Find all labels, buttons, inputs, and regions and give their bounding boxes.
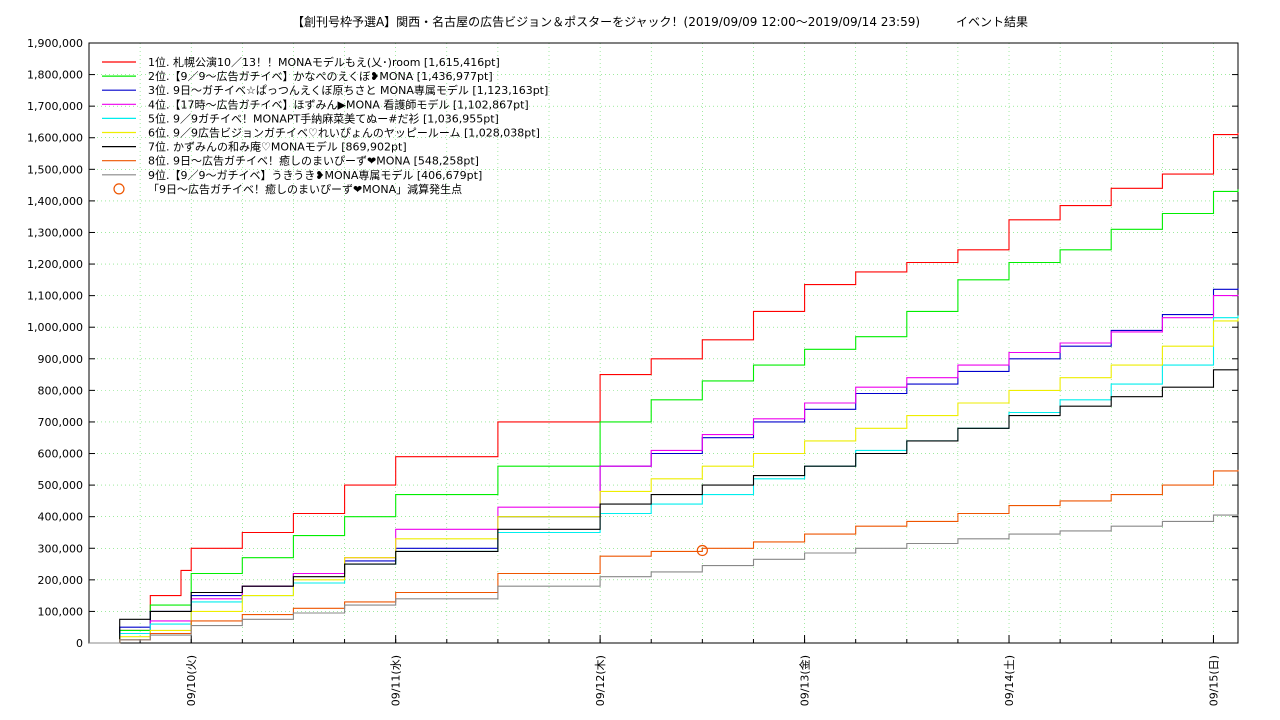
x-tick-label: 09/12(木) xyxy=(594,655,607,706)
y-tick-label: 1,500,000 xyxy=(27,163,83,176)
legend-entry-6: 6位. 9／9広告ビジョンガチイベ♡れいぴょんのヤッピールーム [1,028,0… xyxy=(148,126,540,140)
legend-entry-8: 8位. 9日〜広告ガチイベ！癒しのまいぴーず❤MONA [548,258pt] xyxy=(148,154,479,168)
series-line-1 xyxy=(89,132,1239,644)
y-tick-label: 1,300,000 xyxy=(27,226,83,239)
x-tick-label: 09/14(土) xyxy=(1003,655,1016,706)
series-line-9 xyxy=(89,514,1239,644)
x-tick-label: 09/10(火) xyxy=(185,655,198,706)
series-line-3 xyxy=(89,288,1239,644)
legend-entry-3: 3位. 9日〜ガチイベ☆ぱっつんえくぼ原ちさと MONA専属モデル [1,123… xyxy=(148,83,548,97)
y-tick-label: 0 xyxy=(76,637,83,650)
y-tick-label: 1,100,000 xyxy=(27,290,83,303)
legend-entry-9: 9位.【9／9〜ガチイベ】うきうき❥MONA専属モデル [406,679pt] xyxy=(148,168,482,182)
decrease-point-marker xyxy=(696,544,708,557)
y-tick-label: 1,700,000 xyxy=(27,100,83,113)
x-tick-label: 09/11(水) xyxy=(390,655,403,706)
y-tick-label: 200,000 xyxy=(38,574,84,587)
y-tick-label: 500,000 xyxy=(38,479,84,492)
x-axis: 09/10(火) 09/11(水) 09/12(木) 09/13(金) 09/14(土)… xyxy=(139,635,1220,706)
series-line-6 xyxy=(89,318,1239,644)
legend-entry-4: 4位.【17時〜広告ガチイベ】ほずみん▶MONA 看護師モデル [1,102,8… xyxy=(148,97,529,111)
y-tick-label: 900,000 xyxy=(38,353,84,366)
y-tick-label: 1,800,000 xyxy=(27,69,83,82)
x-tick-label: 09/15(日) xyxy=(1207,655,1220,706)
series-line-4 xyxy=(89,294,1239,644)
legend-entry-1: 1位. 札幌公演10／13！！MONAモデルもえ(乂･)room [1,615,… xyxy=(148,55,500,69)
series-line-2 xyxy=(89,189,1239,644)
x-tick-label: 09/13(金) xyxy=(798,655,812,706)
plot-frame xyxy=(88,42,1239,644)
series-lines xyxy=(89,132,1239,644)
series-line-7 xyxy=(89,368,1239,644)
y-tick-label: 300,000 xyxy=(38,542,84,555)
y-tick-label: 1,200,000 xyxy=(27,258,83,271)
legend: 1位. 札幌公演10／13！！MONAモデルもえ(乂･)room [1,615,… xyxy=(102,55,548,196)
legend-entry-2: 2位.【9／9〜広告ガチイベ】かなぺのえくぼ❥MONA [1,436,977pt… xyxy=(148,69,493,83)
annotation xyxy=(696,544,708,557)
y-axis: 0 100,000 200,000 300,000 400,000 500,000 600,… xyxy=(27,37,1238,650)
legend-marker-decrease xyxy=(113,183,125,195)
y-tick-label: 600,000 xyxy=(38,448,84,461)
y-tick-label: 1,400,000 xyxy=(27,195,83,208)
legend-entry-5: 5位. 9／9ガチイベ！MONAPT手納麻菜美てぬー#だ衫 [1,036,955… xyxy=(148,111,499,125)
chart-title: 【創刊号枠予選A】関西・名古屋の広告ビジョン＆ポスターをジャック！(2019/0… xyxy=(292,14,1028,29)
y-tick-label: 400,000 xyxy=(38,511,84,524)
y-tick-label: 1,600,000 xyxy=(27,132,83,145)
legend-entry-decrease: 「9日〜広告ガチイベ！癒しのまいぴーず❤MONA」減算発生点 xyxy=(148,182,462,196)
series-line-8 xyxy=(89,469,1239,644)
legend-entry-7: 7位. かずみんの和み庵♡MONAモデル [869,902pt] xyxy=(148,140,407,154)
y-tick-label: 800,000 xyxy=(38,384,84,397)
y-tick-label: 700,000 xyxy=(38,416,84,429)
y-tick-label: 1,900,000 xyxy=(27,37,83,50)
y-tick-label: 100,000 xyxy=(38,605,84,618)
y-tick-label: 1,000,000 xyxy=(27,321,83,334)
